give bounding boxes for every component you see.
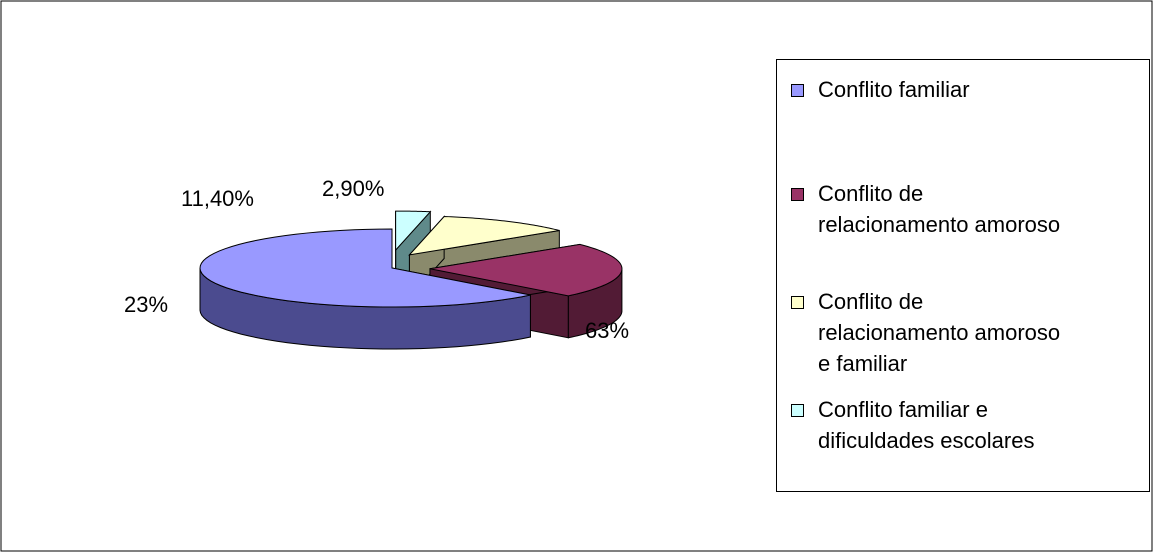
slice-label-2: 11,40% — [181, 186, 254, 211]
slice-0 — [199, 228, 531, 308]
legend-label-2: Conflito de relacionamento amoroso e fam… — [818, 289, 1061, 376]
legend: Conflito familiar Conflito de relacionam… — [776, 59, 1150, 492]
legend-label-1: Conflito de relacionamento amoroso — [818, 181, 1061, 237]
slice-1 — [429, 243, 623, 297]
legend-label-0: Conflito familiar — [818, 77, 970, 102]
legend-swatch-0 — [791, 84, 804, 97]
legend-swatch-1 — [791, 188, 804, 201]
slice-3 — [395, 210, 432, 252]
legend-swatch-2 — [791, 296, 804, 309]
slice-2 — [408, 216, 560, 256]
slice-label-0: 63% — [585, 318, 630, 343]
slice-label-1: 23% — [124, 292, 169, 317]
legend-swatch-3 — [791, 404, 804, 417]
pie-group — [199, 210, 623, 350]
legend-label-3: Conflito familiar e dificuldades escolar… — [818, 397, 1035, 453]
slice-label-3: 2,90% — [322, 176, 385, 201]
